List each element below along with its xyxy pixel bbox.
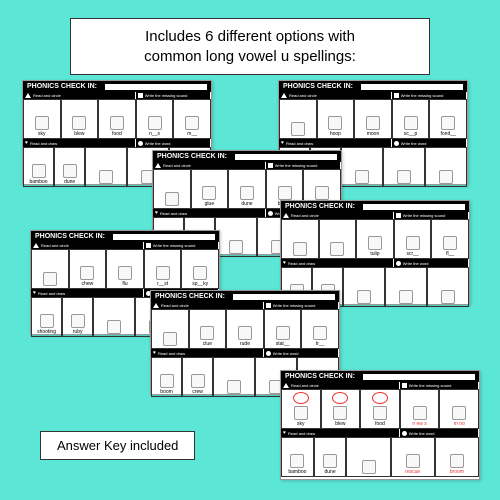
cell: rescue <box>391 437 435 477</box>
cell: bamboo <box>281 437 314 477</box>
cell: sky <box>281 389 321 429</box>
cell: dune <box>54 147 85 187</box>
row1-header: Read and circle Write the missing sound <box>281 382 479 389</box>
cell: flu <box>106 249 144 289</box>
row1-header: Read and circle Write the missing sound <box>151 302 339 309</box>
worksheet-title: PHONICS CHECK IN: <box>279 81 467 92</box>
cell <box>319 219 357 259</box>
worksheet-title: PHONICS CHECK IN: <box>23 81 211 92</box>
cell <box>153 169 191 209</box>
cell <box>281 219 319 259</box>
row1-header: Read and circle Write the missing sound <box>281 212 469 219</box>
cell <box>93 297 135 337</box>
row2-header: ♥Read and draw Write the word <box>151 349 339 357</box>
cell: boom <box>151 357 182 397</box>
cell <box>151 309 189 349</box>
cell: blew <box>321 389 361 429</box>
cell <box>213 357 255 397</box>
header-line2: common long vowel u spellings: <box>83 47 417 67</box>
cell: food <box>98 99 136 139</box>
cell: r__st <box>144 249 182 289</box>
cell: chew <box>69 249 107 289</box>
header-line1: Includes 6 different options with <box>83 27 417 47</box>
worksheet-title: PHONICS CHECK IN: <box>151 291 339 302</box>
cell: clue <box>189 309 227 349</box>
cell: tr__ <box>301 309 339 349</box>
cell: glue <box>191 169 229 209</box>
cell <box>279 99 317 139</box>
cell <box>427 267 469 307</box>
cell: scr__ <box>394 219 432 259</box>
cell: n__s <box>136 99 174 139</box>
row1-header: Read and circle Write the missing sound <box>31 242 219 249</box>
worksheet-title: PHONICS CHECK IN: <box>31 231 219 242</box>
cell: sky <box>23 99 61 139</box>
cell: sp__ky <box>181 249 219 289</box>
cell: hoop <box>317 99 355 139</box>
cell <box>31 249 69 289</box>
worksheet-title: PHONICS CHECK IN: <box>153 151 341 162</box>
cell: bamboo <box>23 147 54 187</box>
row2-header: ♥Read and draw Write the word <box>23 139 211 147</box>
answer-key-label: Answer Key included <box>40 431 195 460</box>
cell: tulip <box>356 219 394 259</box>
cell: moon <box>354 99 392 139</box>
cell: n ew s <box>400 389 440 429</box>
worksheet-title: PHONICS CHECK IN: <box>281 201 469 212</box>
cell: food <box>360 389 400 429</box>
cell: rude <box>226 309 264 349</box>
cell: fl__ <box>431 219 469 259</box>
header-box: Includes 6 different options with common… <box>70 18 430 75</box>
cell: broom <box>435 437 479 477</box>
answer-worksheet: PHONICS CHECK IN: Read and circle Write … <box>280 370 480 480</box>
cell <box>341 147 383 187</box>
cell <box>425 147 467 187</box>
cell: dune <box>314 437 347 477</box>
cell: crew <box>182 357 213 397</box>
row1-header: Read and circle Write the missing sound <box>153 162 341 169</box>
row2-header: ♥Read and draw Write the word <box>279 139 467 147</box>
cell <box>215 217 257 257</box>
cell <box>383 147 425 187</box>
cell: ruby <box>62 297 93 337</box>
cell: dune <box>228 169 266 209</box>
row1-header: Read and circle Write the missing sound <box>23 92 211 99</box>
cell <box>346 437 390 477</box>
cell <box>343 267 385 307</box>
cell: blew <box>61 99 99 139</box>
cell <box>85 147 127 187</box>
worksheet-title: PHONICS CHECK IN: <box>281 371 479 382</box>
row1-header: Read and circle Write the missing sound <box>279 92 467 99</box>
cell: shooting <box>31 297 62 337</box>
cell: stat__ <box>264 309 302 349</box>
cell: m__ <box>173 99 211 139</box>
cell <box>385 267 427 307</box>
row2-header: ♥Read and draw Write the word <box>281 429 479 437</box>
cell: m oo <box>439 389 479 429</box>
row2-header: ♥Read and draw Write the word <box>281 259 469 267</box>
cell: sc__p <box>392 99 430 139</box>
cell: fond__ <box>429 99 467 139</box>
